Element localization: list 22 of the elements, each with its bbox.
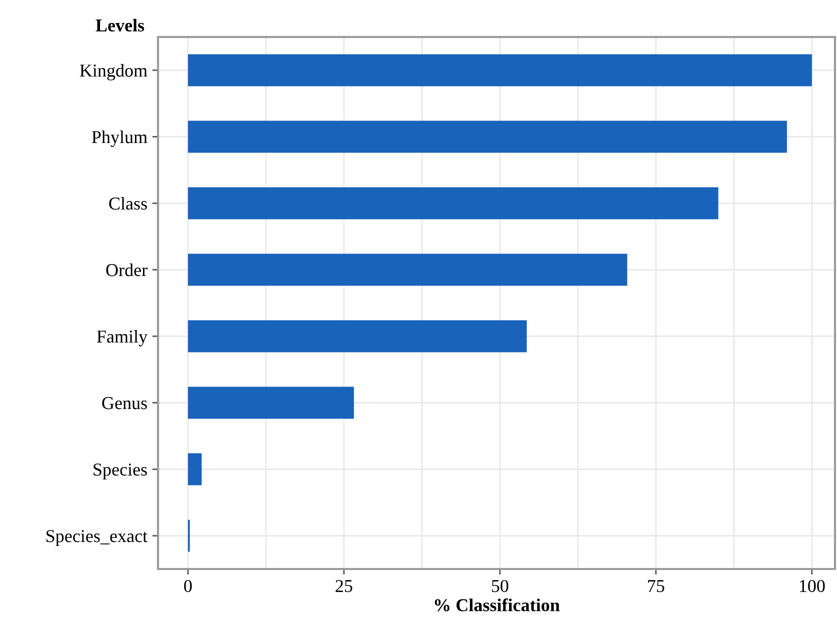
bar (188, 254, 628, 286)
bar (188, 453, 202, 486)
bar (188, 120, 787, 153)
bar (188, 54, 812, 86)
y-tick-label: Order (106, 263, 148, 276)
x-tick-label: 75 (648, 580, 664, 592)
y-tick-label: Species_exact (46, 530, 148, 546)
bar (188, 386, 354, 419)
bar (188, 320, 527, 352)
x-tick-label: 0 (184, 580, 192, 592)
y-tick-label: Genus (102, 397, 147, 410)
y-tick-label: Kingdom (80, 64, 148, 80)
y-tick-label: Family (96, 330, 148, 346)
y-tick-label: Phylum (92, 130, 148, 147)
y-tick-label: Class (109, 196, 147, 210)
x-tick-label: 50 (492, 580, 508, 592)
x-tick-label: 25 (336, 580, 352, 592)
y-tick-label: Species (94, 464, 147, 480)
y-axis-title: Levels (96, 18, 144, 32)
x-tick-label: 100 (800, 580, 825, 592)
bar (188, 187, 718, 220)
x-axis-title: % Classification (434, 598, 560, 612)
